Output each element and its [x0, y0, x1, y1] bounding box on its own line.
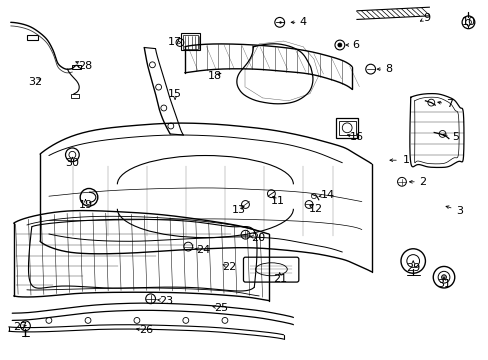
Text: 10: 10 [461, 17, 474, 27]
Polygon shape [356, 7, 428, 19]
Text: 23: 23 [159, 296, 173, 306]
Text: 7: 7 [446, 99, 452, 109]
Text: 24: 24 [195, 245, 210, 255]
Text: 14: 14 [320, 190, 334, 200]
Text: 11: 11 [270, 196, 284, 206]
Text: 18: 18 [208, 71, 222, 81]
Text: 8: 8 [385, 64, 391, 74]
Bar [27, 35, 38, 40]
Text: 19: 19 [79, 200, 92, 210]
Circle shape [337, 43, 341, 47]
Text: 15: 15 [168, 89, 182, 99]
Text: 13: 13 [231, 204, 245, 215]
Text: 29: 29 [405, 263, 420, 273]
Bar [72, 65, 81, 69]
Bar [339, 121, 355, 135]
Text: 6: 6 [352, 40, 359, 50]
Text: 12: 12 [308, 204, 322, 214]
Text: 21: 21 [272, 274, 286, 284]
Text: 25: 25 [214, 303, 227, 313]
Bar [336, 118, 358, 138]
Bar [71, 94, 79, 98]
Text: 22: 22 [221, 262, 236, 272]
Text: 30: 30 [65, 158, 79, 168]
Bar [181, 33, 200, 50]
Text: 17: 17 [168, 37, 182, 48]
Text: 27: 27 [13, 322, 28, 332]
Bar [183, 35, 198, 49]
Text: 32: 32 [28, 77, 42, 87]
Text: 20: 20 [251, 233, 264, 243]
Circle shape [441, 275, 446, 280]
Text: 26: 26 [139, 325, 152, 336]
Text: 3: 3 [455, 206, 462, 216]
Text: 9: 9 [422, 13, 429, 23]
Text: 31: 31 [436, 279, 450, 289]
Text: 2: 2 [419, 177, 426, 187]
Text: 16: 16 [349, 132, 363, 142]
Text: 5: 5 [451, 132, 458, 142]
Text: 4: 4 [299, 17, 306, 27]
Text: 1: 1 [402, 155, 408, 165]
Text: 28: 28 [78, 60, 93, 71]
